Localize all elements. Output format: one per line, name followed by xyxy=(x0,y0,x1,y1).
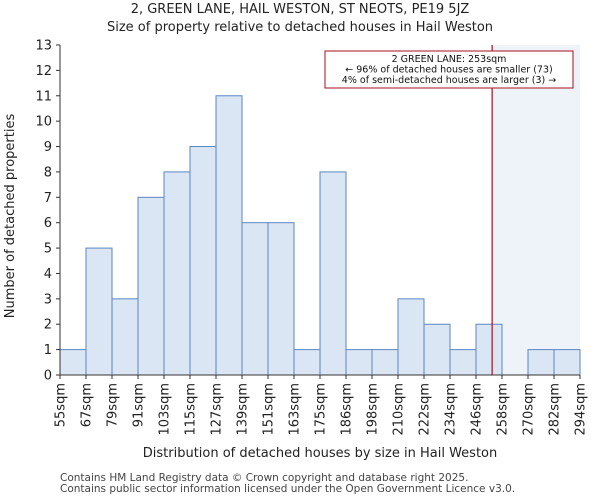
bars-layer xyxy=(59,95,581,376)
histogram-bar xyxy=(423,323,451,376)
x-tick-label: 79sqm xyxy=(106,383,121,427)
y-axis-label: Number of detached properties xyxy=(3,114,18,319)
x-tick-label: 91sqm xyxy=(132,383,147,427)
histogram-bar xyxy=(553,349,581,376)
y-tick-label: 0 xyxy=(44,369,52,384)
y-tick-label: 10 xyxy=(35,115,52,130)
x-tick-label: 139sqm xyxy=(236,383,251,436)
x-tick-label: 246sqm xyxy=(470,383,485,436)
y-tick-label: 7 xyxy=(44,191,52,206)
x-axis-label: Distribution of detached houses by size … xyxy=(143,446,497,461)
annotation-text: 2 GREEN LANE: 253sqm xyxy=(392,54,507,65)
histogram-bar xyxy=(371,349,399,376)
x-tick-label: 210sqm xyxy=(392,383,407,436)
histogram-bar xyxy=(449,349,477,376)
histogram-bar xyxy=(397,298,425,376)
histogram-bar xyxy=(215,95,243,376)
x-ticks-layer: 55sqm 67sqm 79sqm 91sqm 103sqm 115sqm 127sqm 13… xyxy=(54,375,589,436)
histogram-bar xyxy=(59,349,87,376)
x-tick-label: 198sqm xyxy=(366,383,381,436)
annotation-text: 4% of semi-detached houses are larger (3… xyxy=(342,75,556,86)
shaded-region-layer xyxy=(492,45,580,375)
x-tick-label: 163sqm xyxy=(288,383,303,436)
histogram-bar xyxy=(163,171,191,376)
x-tick-label: 55sqm xyxy=(54,383,69,427)
histogram-bar xyxy=(111,298,139,376)
x-tick-label: 115sqm xyxy=(184,383,199,436)
histogram-bar xyxy=(241,222,269,376)
y-tick-label: 12 xyxy=(35,64,52,79)
x-tick-label: 258sqm xyxy=(496,383,511,436)
y-tick-label: 13 xyxy=(35,39,52,54)
y-tick-label: 5 xyxy=(44,242,52,257)
x-tick-label: 186sqm xyxy=(340,383,355,436)
histogram-bar xyxy=(319,171,347,376)
x-tick-label: 67sqm xyxy=(80,383,95,427)
histogram-bar xyxy=(527,349,555,376)
histogram-bar xyxy=(137,196,165,376)
x-tick-label: 127sqm xyxy=(210,383,225,436)
footer-copyright: Contains HM Land Registry data © Crown c… xyxy=(60,472,469,484)
chart-title-address: 2, GREEN LANE, HAIL WESTON, ST NEOTS, PE… xyxy=(130,2,470,17)
marker-layer: 2 GREEN LANE: 253sqm← 96% of detached ho… xyxy=(324,45,574,375)
y-tick-label: 4 xyxy=(44,267,52,282)
x-tick-label: 175sqm xyxy=(314,383,329,436)
histogram-bar xyxy=(345,349,373,376)
y-tick-label: 1 xyxy=(44,343,52,358)
x-tick-label: 294sqm xyxy=(574,383,589,436)
x-tick-label: 282sqm xyxy=(548,383,563,436)
x-tick-label: 234sqm xyxy=(444,383,459,436)
annotation-box xyxy=(324,50,574,89)
y-tick-label: 6 xyxy=(44,216,52,231)
y-tick-label: 2 xyxy=(44,318,52,333)
y-tick-label: 9 xyxy=(44,140,52,155)
y-tick-label: 11 xyxy=(35,89,52,104)
larger-region-shade xyxy=(492,45,580,375)
x-tick-label: 222sqm xyxy=(418,383,433,436)
x-tick-label: 270sqm xyxy=(522,383,537,436)
histogram-bar xyxy=(189,146,217,376)
y-tick-label: 3 xyxy=(44,292,52,307)
chart-subtitle: Size of property relative to detached ho… xyxy=(106,20,494,35)
x-tick-label: 103sqm xyxy=(158,383,173,436)
histogram-bar xyxy=(85,247,113,376)
annotation-text: ← 96% of detached houses are smaller (73… xyxy=(345,65,552,76)
histogram-bar xyxy=(267,222,295,376)
x-tick-label: 151sqm xyxy=(262,383,277,436)
footer-licence: Contains public sector information licen… xyxy=(60,483,516,495)
y-tick-label: 8 xyxy=(44,165,52,180)
histogram-bar xyxy=(475,323,503,376)
histogram-bar xyxy=(293,349,321,376)
